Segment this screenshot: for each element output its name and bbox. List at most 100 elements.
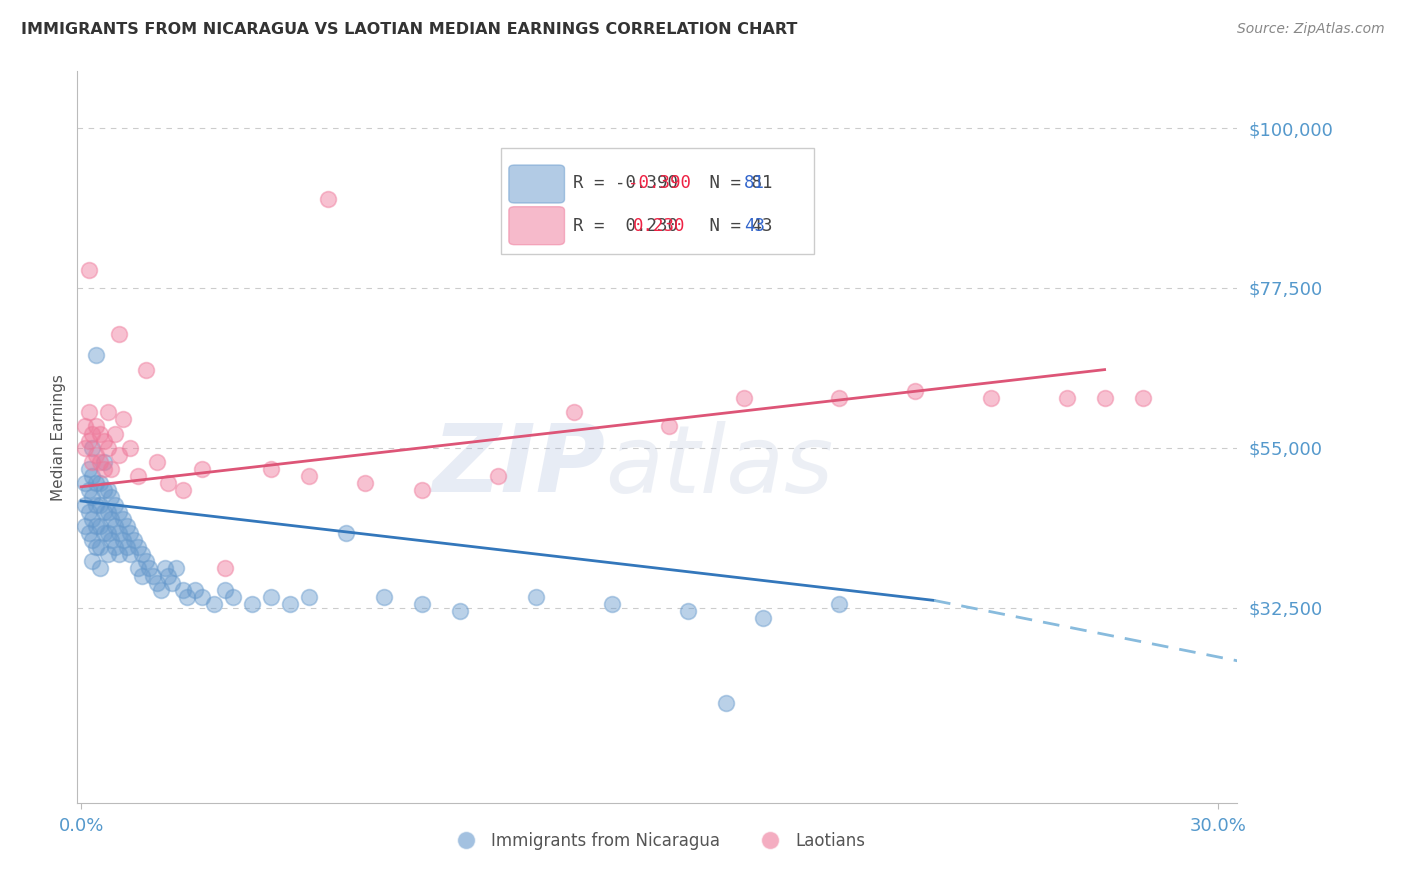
Point	[100, 512, 122, 526]
Point	[146, 455, 169, 469]
Point	[77, 434, 100, 448]
Point	[100, 491, 122, 505]
Point	[82, 491, 104, 505]
Point	[82, 469, 104, 483]
Point	[202, 597, 225, 611]
FancyBboxPatch shape	[501, 148, 814, 254]
Point	[82, 441, 104, 455]
Point	[165, 561, 187, 575]
Point	[1132, 391, 1154, 405]
Point	[191, 590, 214, 604]
Point	[260, 590, 283, 604]
Point	[93, 462, 115, 476]
Point	[131, 547, 153, 561]
Point	[157, 476, 180, 491]
Point	[297, 469, 319, 483]
Point	[93, 525, 115, 540]
Point	[127, 469, 149, 483]
Point	[93, 505, 115, 519]
Point	[111, 512, 134, 526]
Point	[146, 575, 169, 590]
Point	[84, 498, 107, 512]
Point	[77, 505, 100, 519]
Point	[93, 483, 115, 498]
Point	[828, 391, 851, 405]
Point	[172, 483, 194, 498]
Point	[82, 455, 104, 469]
Point	[1094, 391, 1116, 405]
Point	[73, 519, 96, 533]
Point	[97, 525, 120, 540]
Point	[104, 519, 127, 533]
Point	[97, 441, 120, 455]
Point	[752, 611, 775, 625]
Point	[100, 533, 122, 547]
Point	[115, 519, 138, 533]
Point	[658, 419, 681, 434]
Point	[172, 582, 194, 597]
Point	[120, 441, 142, 455]
Point	[77, 405, 100, 419]
Point	[160, 575, 183, 590]
Point	[184, 582, 207, 597]
Text: R =  0.230   N = 43: R = 0.230 N = 43	[572, 217, 772, 235]
Point	[411, 597, 433, 611]
FancyBboxPatch shape	[509, 165, 565, 203]
Point	[214, 582, 236, 597]
Point	[82, 554, 104, 568]
Point	[297, 590, 319, 604]
Point	[89, 498, 111, 512]
Point	[111, 412, 134, 426]
Point	[104, 426, 127, 441]
Legend: Immigrants from Nicaragua, Laotians: Immigrants from Nicaragua, Laotians	[443, 825, 872, 856]
Point	[486, 469, 509, 483]
Point	[73, 419, 96, 434]
Point	[73, 476, 96, 491]
Point	[411, 483, 433, 498]
Point	[77, 263, 100, 277]
Point	[354, 476, 377, 491]
Point	[120, 525, 142, 540]
Point	[89, 476, 111, 491]
Text: atlas: atlas	[605, 421, 834, 512]
Point	[82, 533, 104, 547]
Point	[1056, 391, 1078, 405]
Point	[84, 519, 107, 533]
Point	[676, 604, 699, 618]
Point	[335, 525, 357, 540]
Point	[73, 441, 96, 455]
Point	[84, 419, 107, 434]
Point	[89, 540, 111, 554]
Point	[373, 590, 395, 604]
Point	[734, 391, 756, 405]
Point	[122, 533, 145, 547]
Point	[600, 597, 623, 611]
Point	[214, 561, 236, 575]
Y-axis label: Median Earnings: Median Earnings	[51, 374, 66, 500]
FancyBboxPatch shape	[509, 207, 565, 244]
Text: -0.390: -0.390	[628, 174, 692, 193]
Point	[84, 348, 107, 362]
Point	[77, 525, 100, 540]
Point	[89, 561, 111, 575]
Point	[93, 455, 115, 469]
Point	[157, 568, 180, 582]
Point	[82, 426, 104, 441]
Point	[135, 362, 157, 376]
Point	[260, 462, 283, 476]
Text: IMMIGRANTS FROM NICARAGUA VS LAOTIAN MEDIAN EARNINGS CORRELATION CHART: IMMIGRANTS FROM NICARAGUA VS LAOTIAN MED…	[21, 22, 797, 37]
Point	[714, 697, 737, 711]
Point	[97, 547, 120, 561]
Text: ZIP: ZIP	[432, 420, 605, 512]
Point	[115, 540, 138, 554]
Point	[108, 525, 131, 540]
Point	[127, 561, 149, 575]
Point	[828, 597, 851, 611]
Point	[100, 462, 122, 476]
Text: 43: 43	[744, 217, 765, 235]
Point	[82, 512, 104, 526]
Point	[316, 192, 339, 206]
Point	[104, 498, 127, 512]
Point	[108, 327, 131, 342]
Point	[97, 505, 120, 519]
